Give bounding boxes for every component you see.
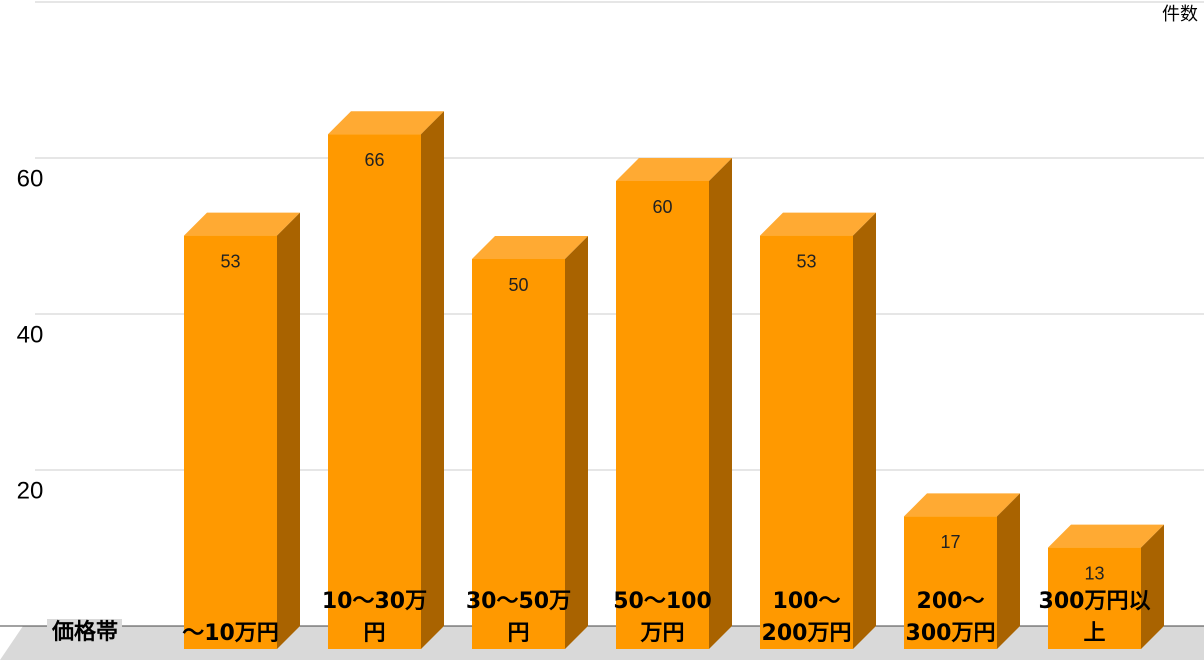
floor xyxy=(0,626,1204,660)
value-label: 17 xyxy=(940,532,960,552)
x-tick-label-text: 200〜300万円 xyxy=(905,589,996,646)
y-tick-label: 40 xyxy=(17,321,44,348)
bar-side xyxy=(853,212,876,649)
bar xyxy=(472,259,565,649)
bar-side xyxy=(1141,524,1164,649)
x-tick-label-text: 10〜30万円 xyxy=(321,589,428,646)
bar xyxy=(184,235,277,649)
bar-top xyxy=(472,236,588,259)
x-tick-label-text: 30〜50万円 xyxy=(465,589,572,646)
value-label: 50 xyxy=(508,275,528,295)
x-tick-label: 300万円以上 xyxy=(1025,550,1165,650)
bar xyxy=(760,235,853,649)
x-tick-label-text: 300万円以上 xyxy=(1038,589,1151,646)
bar-side xyxy=(709,158,732,649)
x-tick-label: 200〜300万円 xyxy=(881,550,1021,650)
value-label: 66 xyxy=(364,150,384,170)
bar-side xyxy=(997,493,1020,649)
x-tick-label-text: 100〜200万円 xyxy=(761,589,852,646)
x-tick-label: 100〜200万円 xyxy=(737,550,877,650)
x-tick-label-text: 〜10万円 xyxy=(182,621,279,646)
bar-side xyxy=(421,111,444,649)
x-tick-label-box: 〜10万円 xyxy=(161,550,301,650)
bar-side xyxy=(277,212,300,649)
x-tick-label: 50〜100万円 xyxy=(593,550,733,650)
x-axis-title: 価格帯 xyxy=(51,619,118,645)
bar xyxy=(328,134,421,649)
y-tick-label: 60 xyxy=(17,165,44,192)
x-tick-label-box: 30〜50万円 xyxy=(449,550,589,650)
value-label: 60 xyxy=(652,197,672,217)
bar-top xyxy=(328,111,444,135)
bar-side xyxy=(565,236,588,649)
bar-top xyxy=(904,493,1020,517)
y-tick-label: 20 xyxy=(17,477,44,504)
x-axis-title-bg xyxy=(46,619,123,645)
x-tick-label-box: 200〜300万円 xyxy=(881,550,1021,650)
y-axis-title: 件数 xyxy=(1162,4,1198,25)
value-label: 13 xyxy=(1084,563,1104,583)
bar-top xyxy=(184,212,300,236)
x-tick-label: 〜10万円 xyxy=(161,550,301,650)
x-tick-label: 30〜50万円 xyxy=(449,550,589,650)
bar xyxy=(616,181,709,649)
bar-top xyxy=(1048,524,1164,548)
bar-top xyxy=(616,158,732,181)
bar xyxy=(1048,547,1141,649)
x-tick-label-box: 10〜30万円 xyxy=(305,550,445,650)
x-tick-label: 10〜30万円 xyxy=(305,550,445,650)
value-label: 53 xyxy=(220,251,240,271)
x-tick-label-box: 50〜100万円 xyxy=(593,550,733,650)
bar-top xyxy=(760,212,876,236)
bar xyxy=(904,516,997,649)
x-tick-label-box: 100〜200万円 xyxy=(737,550,877,650)
value-label: 53 xyxy=(796,251,816,271)
x-tick-label-box: 300万円以上 xyxy=(1025,550,1165,650)
x-tick-label-text: 50〜100万円 xyxy=(613,589,712,646)
